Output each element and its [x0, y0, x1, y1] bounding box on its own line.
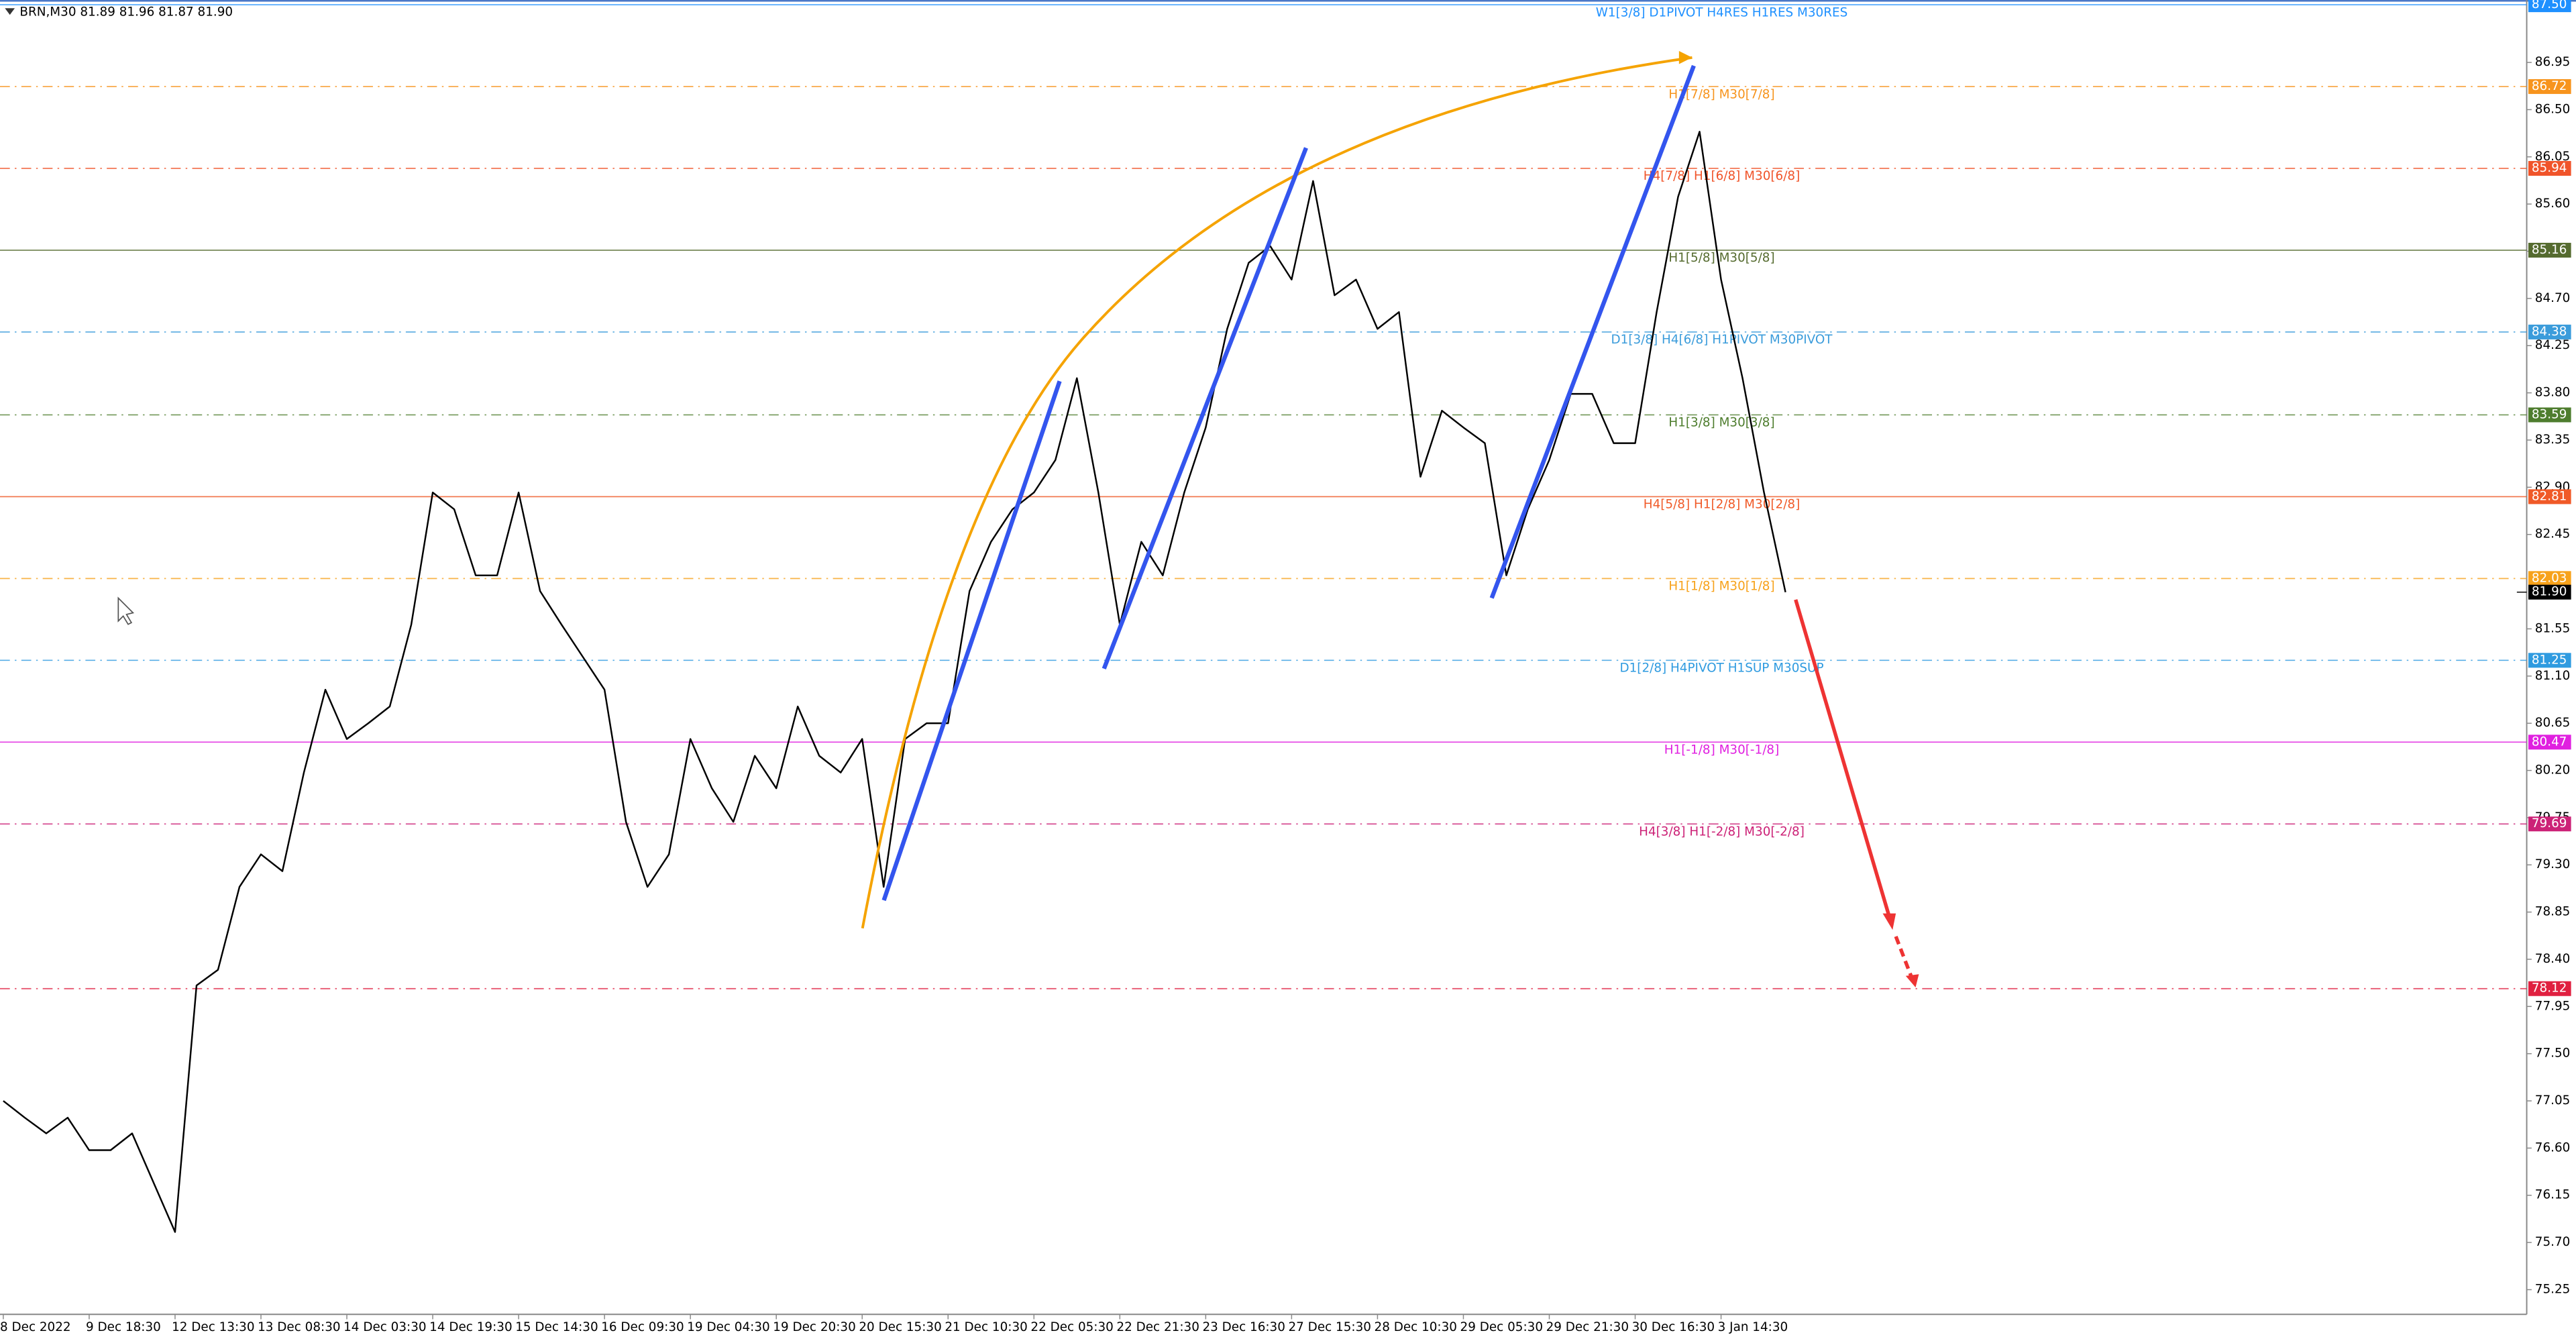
menu-triangle[interactable] — [5, 8, 15, 15]
y-tick-label: 83.80 — [2535, 386, 2571, 400]
mouse-cursor — [117, 596, 135, 625]
level-label: D1[2/8] H4PIVOT H1SUP M30SUP — [1619, 661, 1823, 676]
price-box-label: 85.94 — [2532, 161, 2567, 175]
y-tick-label: 86.05 — [2535, 150, 2571, 164]
forecast-arrowhead — [1882, 913, 1896, 930]
y-tick-label: 75.25 — [2535, 1282, 2571, 1296]
x-tick-label: 22 Dec 05:30 — [1030, 1320, 1113, 1334]
price-box-label: 78.12 — [2532, 981, 2567, 996]
y-tick-label: 79.30 — [2535, 857, 2571, 871]
y-tick-label: 76.15 — [2535, 1188, 2571, 1202]
price-box — [2528, 816, 2571, 832]
y-tick-label: 81.55 — [2535, 621, 2571, 635]
forecast-dashed — [1894, 935, 1915, 980]
price-box — [2528, 79, 2571, 95]
y-tick-label: 81.10 — [2535, 669, 2571, 683]
level-label: W1[3/8] D1PIVOT H4RES H1RES M30RES — [1596, 5, 1847, 19]
x-tick-label: 30 Dec 16:30 — [1632, 1320, 1715, 1334]
price-box-label: 84.38 — [2532, 325, 2567, 339]
x-tick-label: 19 Dec 20:30 — [773, 1320, 855, 1334]
y-tick-label: 84.70 — [2535, 291, 2571, 305]
level-label: H1[-1/8] M30[-1/8] — [1664, 743, 1780, 757]
x-tick-label: 8 Dec 2022 — [0, 1320, 71, 1334]
y-tick-label: 77.05 — [2535, 1093, 2571, 1108]
level-label: H1[1/8] M30[1/8] — [1668, 580, 1774, 594]
x-tick-label: 19 Dec 04:30 — [687, 1320, 769, 1334]
price-box-label: 85.16 — [2532, 243, 2567, 257]
price-box-label: 80.47 — [2532, 735, 2567, 749]
y-tick-label: 80.20 — [2535, 763, 2571, 778]
x-tick-label: 21 Dec 10:30 — [945, 1320, 1027, 1334]
x-tick-label: 14 Dec 03:30 — [343, 1320, 426, 1334]
forecast-arrow — [1794, 599, 1891, 918]
y-tick-label: 77.95 — [2535, 999, 2571, 1013]
trend-line — [1489, 64, 1696, 599]
price-line — [3, 131, 1786, 1233]
price-box — [2528, 571, 2571, 586]
level-label: H1[5/8] M30[5/8] — [1668, 251, 1774, 265]
y-tick-label: 82.45 — [2535, 527, 2571, 541]
price-box-label: 79.69 — [2532, 816, 2567, 831]
y-tick-label: 84.25 — [2535, 338, 2571, 352]
x-tick-label: 29 Dec 05:30 — [1460, 1320, 1543, 1334]
level-label: H4[7/8] H1[6/8] M30[6/8] — [1644, 169, 1800, 183]
price-box-label: 87.50 — [2532, 0, 2567, 11]
price-box-label: 86.72 — [2532, 79, 2567, 93]
price-box — [2528, 981, 2571, 996]
y-tick-label: 86.50 — [2535, 102, 2571, 116]
y-tick-label: 83.35 — [2535, 433, 2571, 447]
x-tick-label: 13 Dec 08:30 — [258, 1320, 340, 1334]
x-tick-label: 23 Dec 16:30 — [1202, 1320, 1285, 1334]
x-tick-label: 3 Jan 14:30 — [1718, 1320, 1788, 1334]
annotations — [117, 50, 1919, 987]
level-label: H4[5/8] H1[2/8] M30[2/8] — [1644, 498, 1800, 512]
y-tick-label: 85.60 — [2535, 197, 2571, 211]
x-tick-label: 29 Dec 21:30 — [1546, 1320, 1629, 1334]
price-box — [2528, 324, 2571, 339]
chart-title: BRN,M30 81.89 81.96 81.87 81.90 — [19, 5, 233, 19]
price-box — [2528, 489, 2571, 504]
x-tick-label: 12 Dec 13:30 — [172, 1320, 254, 1334]
price-box-label: 81.25 — [2532, 653, 2567, 667]
y-tick-label: 77.50 — [2535, 1047, 2571, 1061]
level-label: H1[3/8] M30[3/8] — [1668, 416, 1774, 430]
x-tick-label: 16 Dec 09:30 — [601, 1320, 684, 1334]
y-tick-label: 75.70 — [2535, 1235, 2571, 1249]
arc-drawing — [861, 56, 1693, 929]
current-price-label: 81.90 — [2532, 585, 2567, 599]
level-label: H1[7/8] M30[7/8] — [1668, 87, 1774, 101]
y-tick-label: 78.85 — [2535, 905, 2571, 919]
price-box — [2528, 653, 2571, 668]
price-box — [2528, 160, 2571, 176]
current-price-box — [2528, 584, 2571, 600]
arc-arrowhead — [1678, 50, 1693, 64]
y-tick-label: 86.95 — [2535, 55, 2571, 69]
y-tick-label: 78.40 — [2535, 952, 2571, 966]
trend-line — [1102, 147, 1308, 670]
price-box-label: 82.81 — [2532, 489, 2567, 503]
price-box — [2528, 242, 2571, 258]
x-tick-label: 20 Dec 15:30 — [859, 1320, 941, 1334]
trend-line — [881, 380, 1062, 902]
y-tick-label: 76.60 — [2535, 1140, 2571, 1155]
price-box — [2528, 407, 2571, 423]
y-tick-label: 80.65 — [2535, 716, 2571, 730]
price-box-label: 83.59 — [2532, 407, 2567, 421]
level-label: H4[3/8] H1[-2/8] M30[-2/8] — [1639, 824, 1805, 839]
x-tick-label: 15 Dec 14:30 — [515, 1320, 598, 1334]
x-tick-label: 28 Dec 10:30 — [1375, 1320, 1457, 1334]
x-tick-label: 27 Dec 15:30 — [1288, 1320, 1371, 1334]
x-tick-label: 14 Dec 19:30 — [429, 1320, 512, 1334]
price-box — [2528, 735, 2571, 750]
level-label: D1[3/8] H4[6/8] H1PIVOT M30PIVOT — [1611, 333, 1833, 347]
price-box — [2528, 0, 2571, 13]
x-tick-label: 22 Dec 21:30 — [1116, 1320, 1199, 1334]
forecast-arrowhead — [1905, 974, 1919, 987]
x-tick-label: 9 Dec 18:30 — [86, 1320, 161, 1334]
price-box-label: 82.03 — [2532, 571, 2567, 585]
